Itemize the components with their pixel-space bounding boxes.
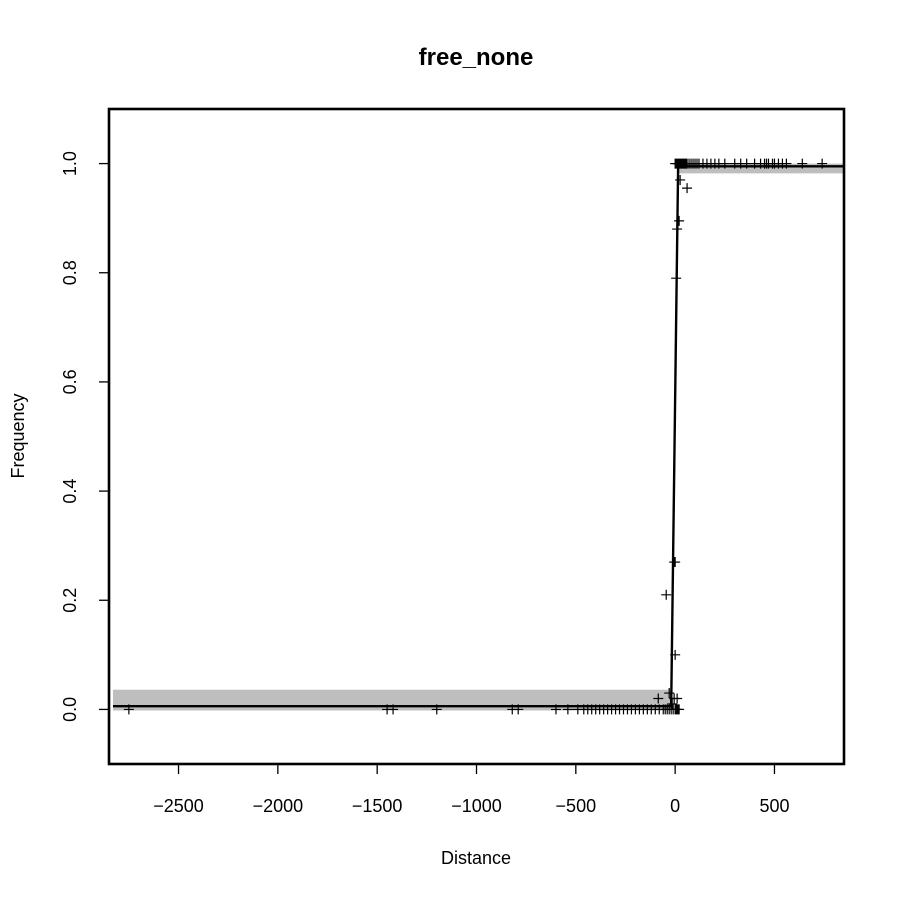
fit-line [112, 165, 844, 708]
y-tick-label: 0.0 [60, 697, 80, 722]
data-point [667, 698, 678, 709]
data-point [562, 704, 573, 715]
data-point [123, 704, 134, 715]
y-tick-label: 0.2 [60, 588, 80, 613]
data-point [674, 215, 685, 226]
data-point [513, 704, 524, 715]
data-point [672, 693, 683, 704]
data-point [781, 158, 792, 169]
x-tick-label: −500 [556, 796, 597, 816]
plot-frame [107, 107, 846, 766]
y-tick-label: 0.4 [60, 479, 80, 504]
x-tick-label: 0 [670, 796, 680, 816]
data-point [675, 174, 686, 185]
confidence-band [112, 163, 845, 711]
data-point [670, 649, 681, 660]
x-tick-label: −1500 [352, 796, 403, 816]
y-tick-label: 1.0 [60, 151, 80, 176]
data-point [719, 158, 730, 169]
data-point [674, 704, 685, 715]
data-point [797, 158, 808, 169]
data-point [671, 273, 682, 284]
data-point [550, 704, 561, 715]
y-axis-label: Frequency [8, 393, 28, 478]
x-tick-label: 500 [759, 796, 789, 816]
y-tick-label: 0.6 [60, 369, 80, 394]
data-point [672, 224, 683, 235]
x-tick-label: −2500 [153, 796, 204, 816]
data-point [670, 557, 681, 568]
data-point [388, 704, 399, 715]
y-tick-label: 0.8 [60, 260, 80, 285]
data-point [682, 183, 693, 194]
x-tick-label: −2000 [253, 796, 304, 816]
data-point [653, 693, 664, 704]
data-point [431, 704, 442, 715]
data-point [817, 158, 828, 169]
x-axis-label: Distance [441, 848, 511, 868]
x-tick-label: −1000 [451, 796, 502, 816]
data-point [664, 688, 675, 699]
chart-title: free_none [419, 44, 534, 71]
data-point [661, 589, 672, 600]
plot-area [112, 158, 845, 715]
